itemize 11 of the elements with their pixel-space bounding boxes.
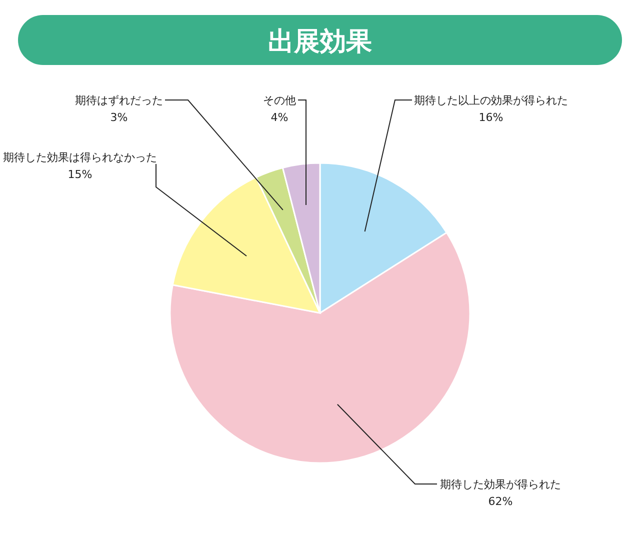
slice-label: 期待した効果は得られなかった bbox=[3, 151, 157, 164]
slice-label: 期待した以上の効果が得られた bbox=[414, 94, 568, 107]
data-label: 4% bbox=[270, 111, 288, 124]
chart-title: 出展効果 bbox=[268, 27, 372, 57]
data-label: 16% bbox=[478, 111, 504, 124]
slice-label: その他 bbox=[263, 94, 296, 107]
data-label: 3% bbox=[110, 111, 128, 124]
data-label: 62% bbox=[488, 495, 513, 508]
slice-label: 期待はずれだった bbox=[75, 94, 163, 107]
data-label: 15% bbox=[68, 168, 92, 181]
slice-label: 期待した効果が得られた bbox=[440, 478, 561, 491]
